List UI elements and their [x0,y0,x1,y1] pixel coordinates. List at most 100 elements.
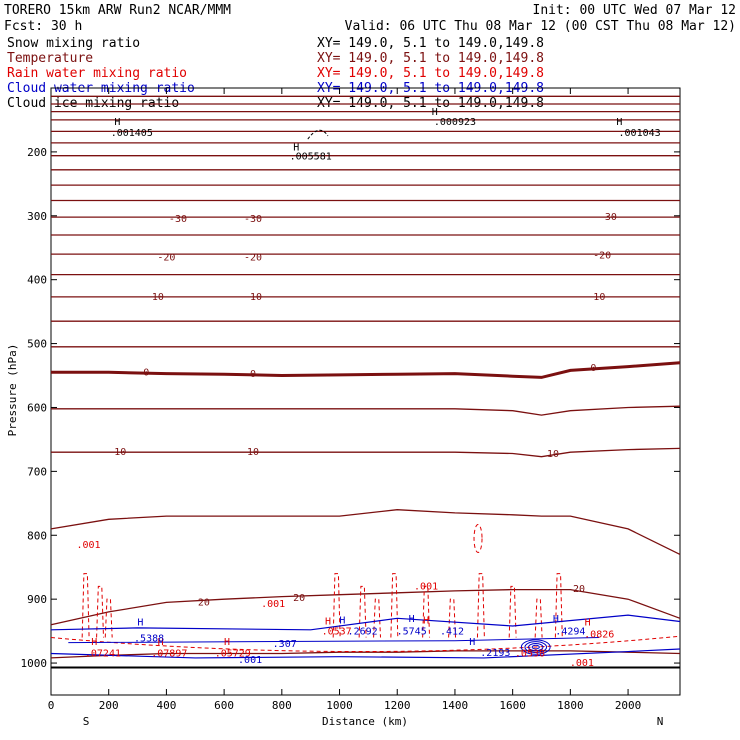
moisture-contours [50,129,681,669]
temperature-label: -10 [587,292,605,303]
y-tick-label: 300 [27,210,47,223]
y-tick-label: 500 [27,338,47,351]
temperature-label: -30 [599,212,617,223]
rain-contour [473,523,483,553]
y-tick-label: 700 [27,465,47,478]
rain-max-marker: H [158,637,164,648]
cloud-water-contour [524,641,548,653]
init-time: Init: 00 UTC Wed 07 Mar 12 [533,3,737,18]
temperature-label: 0 [143,367,149,378]
cloud-water-contour [520,639,551,655]
cloud-water-value-label: .2692 [348,626,378,637]
south-label: S [83,715,90,728]
cloud-water-value-label: .5388 [134,633,164,644]
cloud-water-value-label: .2193 [480,648,510,659]
temperature-label: -10 [244,292,262,303]
rain-contour [96,585,105,638]
rain-contour [50,635,681,653]
temperature-label: 20 [198,597,210,608]
cloud-water-value-label: .4294 [555,626,585,637]
rain-contour [534,598,543,638]
cloud-water-max-marker: H [409,614,415,625]
snow-value-label: .005581 [290,152,332,163]
isotherm-line [51,447,681,458]
rain-contour [358,585,367,638]
temperature-label: -20 [244,252,262,263]
cloud-water-max-marker: H [553,614,559,625]
forecast-hour: Fcst: 30 h [4,19,82,34]
y-axis-title: Pressure (hPa) [6,344,19,437]
rain-contour [476,573,485,638]
cloud-water-contour [50,614,681,631]
contour-labels: -30 -30 -30 -20 -20 -20 -10 -10 -10 0 0 0 10 10 10 20 20… [76,107,660,669]
x-tick-label: 800 [272,699,292,712]
rain-contour [390,573,399,638]
rain-value-label: .05729 [215,649,251,660]
snow-max-marker: H [432,107,438,118]
rain-contour [104,598,113,638]
y-tick-label: 400 [27,274,47,287]
rain-value-label: .0537 [322,626,352,637]
rain-value-label: .0826 [584,629,614,640]
temperature-label: -20 [593,250,611,261]
cloud-water-value-label: .5745 [397,626,427,637]
rain-value-label: .0538 [515,649,545,660]
isotherm-line [50,588,681,626]
isotherm-line [51,405,681,416]
temperature-label: -10 [146,292,164,303]
rain-max-marker: H [423,615,429,626]
x-tick-label: 1000 [326,699,353,712]
isotherm-line [50,650,681,659]
snow-value-label: .001043 [619,128,661,139]
rain-contour [81,573,90,638]
rain-contour [422,585,431,638]
x-tick-label: 600 [214,699,234,712]
rain-contour [332,573,341,638]
rain-max-marker: H [224,637,230,648]
temperature-label: 20 [293,593,305,604]
temperature-label: -30 [244,214,262,225]
cloud-water-contour [528,642,544,652]
rain-value-label: .001 [414,582,438,593]
cloud-water-value-label: .307 [273,639,297,650]
isotherm-line [50,509,681,555]
temperature-label: -30 [169,214,187,225]
rain-contour [508,585,517,638]
cloud-water-max-marker: H [339,615,345,626]
temperature-label: 20 [573,584,585,595]
rain-contour [554,573,563,638]
temperature-label: 10 [547,449,559,460]
cloud-water-contour [50,648,681,659]
rain-value-label: .001 [570,658,594,669]
temperature-label: 0 [250,369,256,380]
cloud-water-max-marker: H [469,637,475,648]
legend-coords: XY= 149.0, 5.1 to 149.0,149.8 [317,66,544,81]
legend: Snow mixing ratio XY= 149.0, 5.1 to 149.0… [7,36,544,111]
rain-max-marker: H [585,617,591,628]
y-tick-label: 900 [27,593,47,606]
snow-contour [307,129,329,140]
x-tick-label: 400 [156,699,176,712]
temperature-label: -20 [157,252,175,263]
snow-value-label: .000923 [434,117,476,128]
cloud-water-max-marker: H [137,617,143,628]
plot-frame [50,87,681,696]
legend-name: Temperature [7,51,93,66]
y-tick-label: 600 [27,401,47,414]
snow-max-marker: H [114,117,120,128]
model-title: TORERO 15km ARW Run2 NCAR/MMM [4,3,231,18]
x-axis-title: Distance (km) [322,715,408,728]
x-tick-label: 1600 [499,699,526,712]
cloud-water-contour [68,636,600,644]
rain-max-marker: H [325,617,331,628]
x-tick-label: 1200 [384,699,411,712]
snow-max-marker: H [616,117,622,128]
north-label: N [657,715,664,728]
snow-max-marker: H [293,143,299,154]
legend-name: Rain water mixing ratio [7,66,187,81]
x-tick-label: 1800 [557,699,584,712]
y-tick-label: 1000 [21,657,48,670]
temperature-label: 10 [114,447,126,458]
cloud-water-value-label: .001 [238,655,262,666]
